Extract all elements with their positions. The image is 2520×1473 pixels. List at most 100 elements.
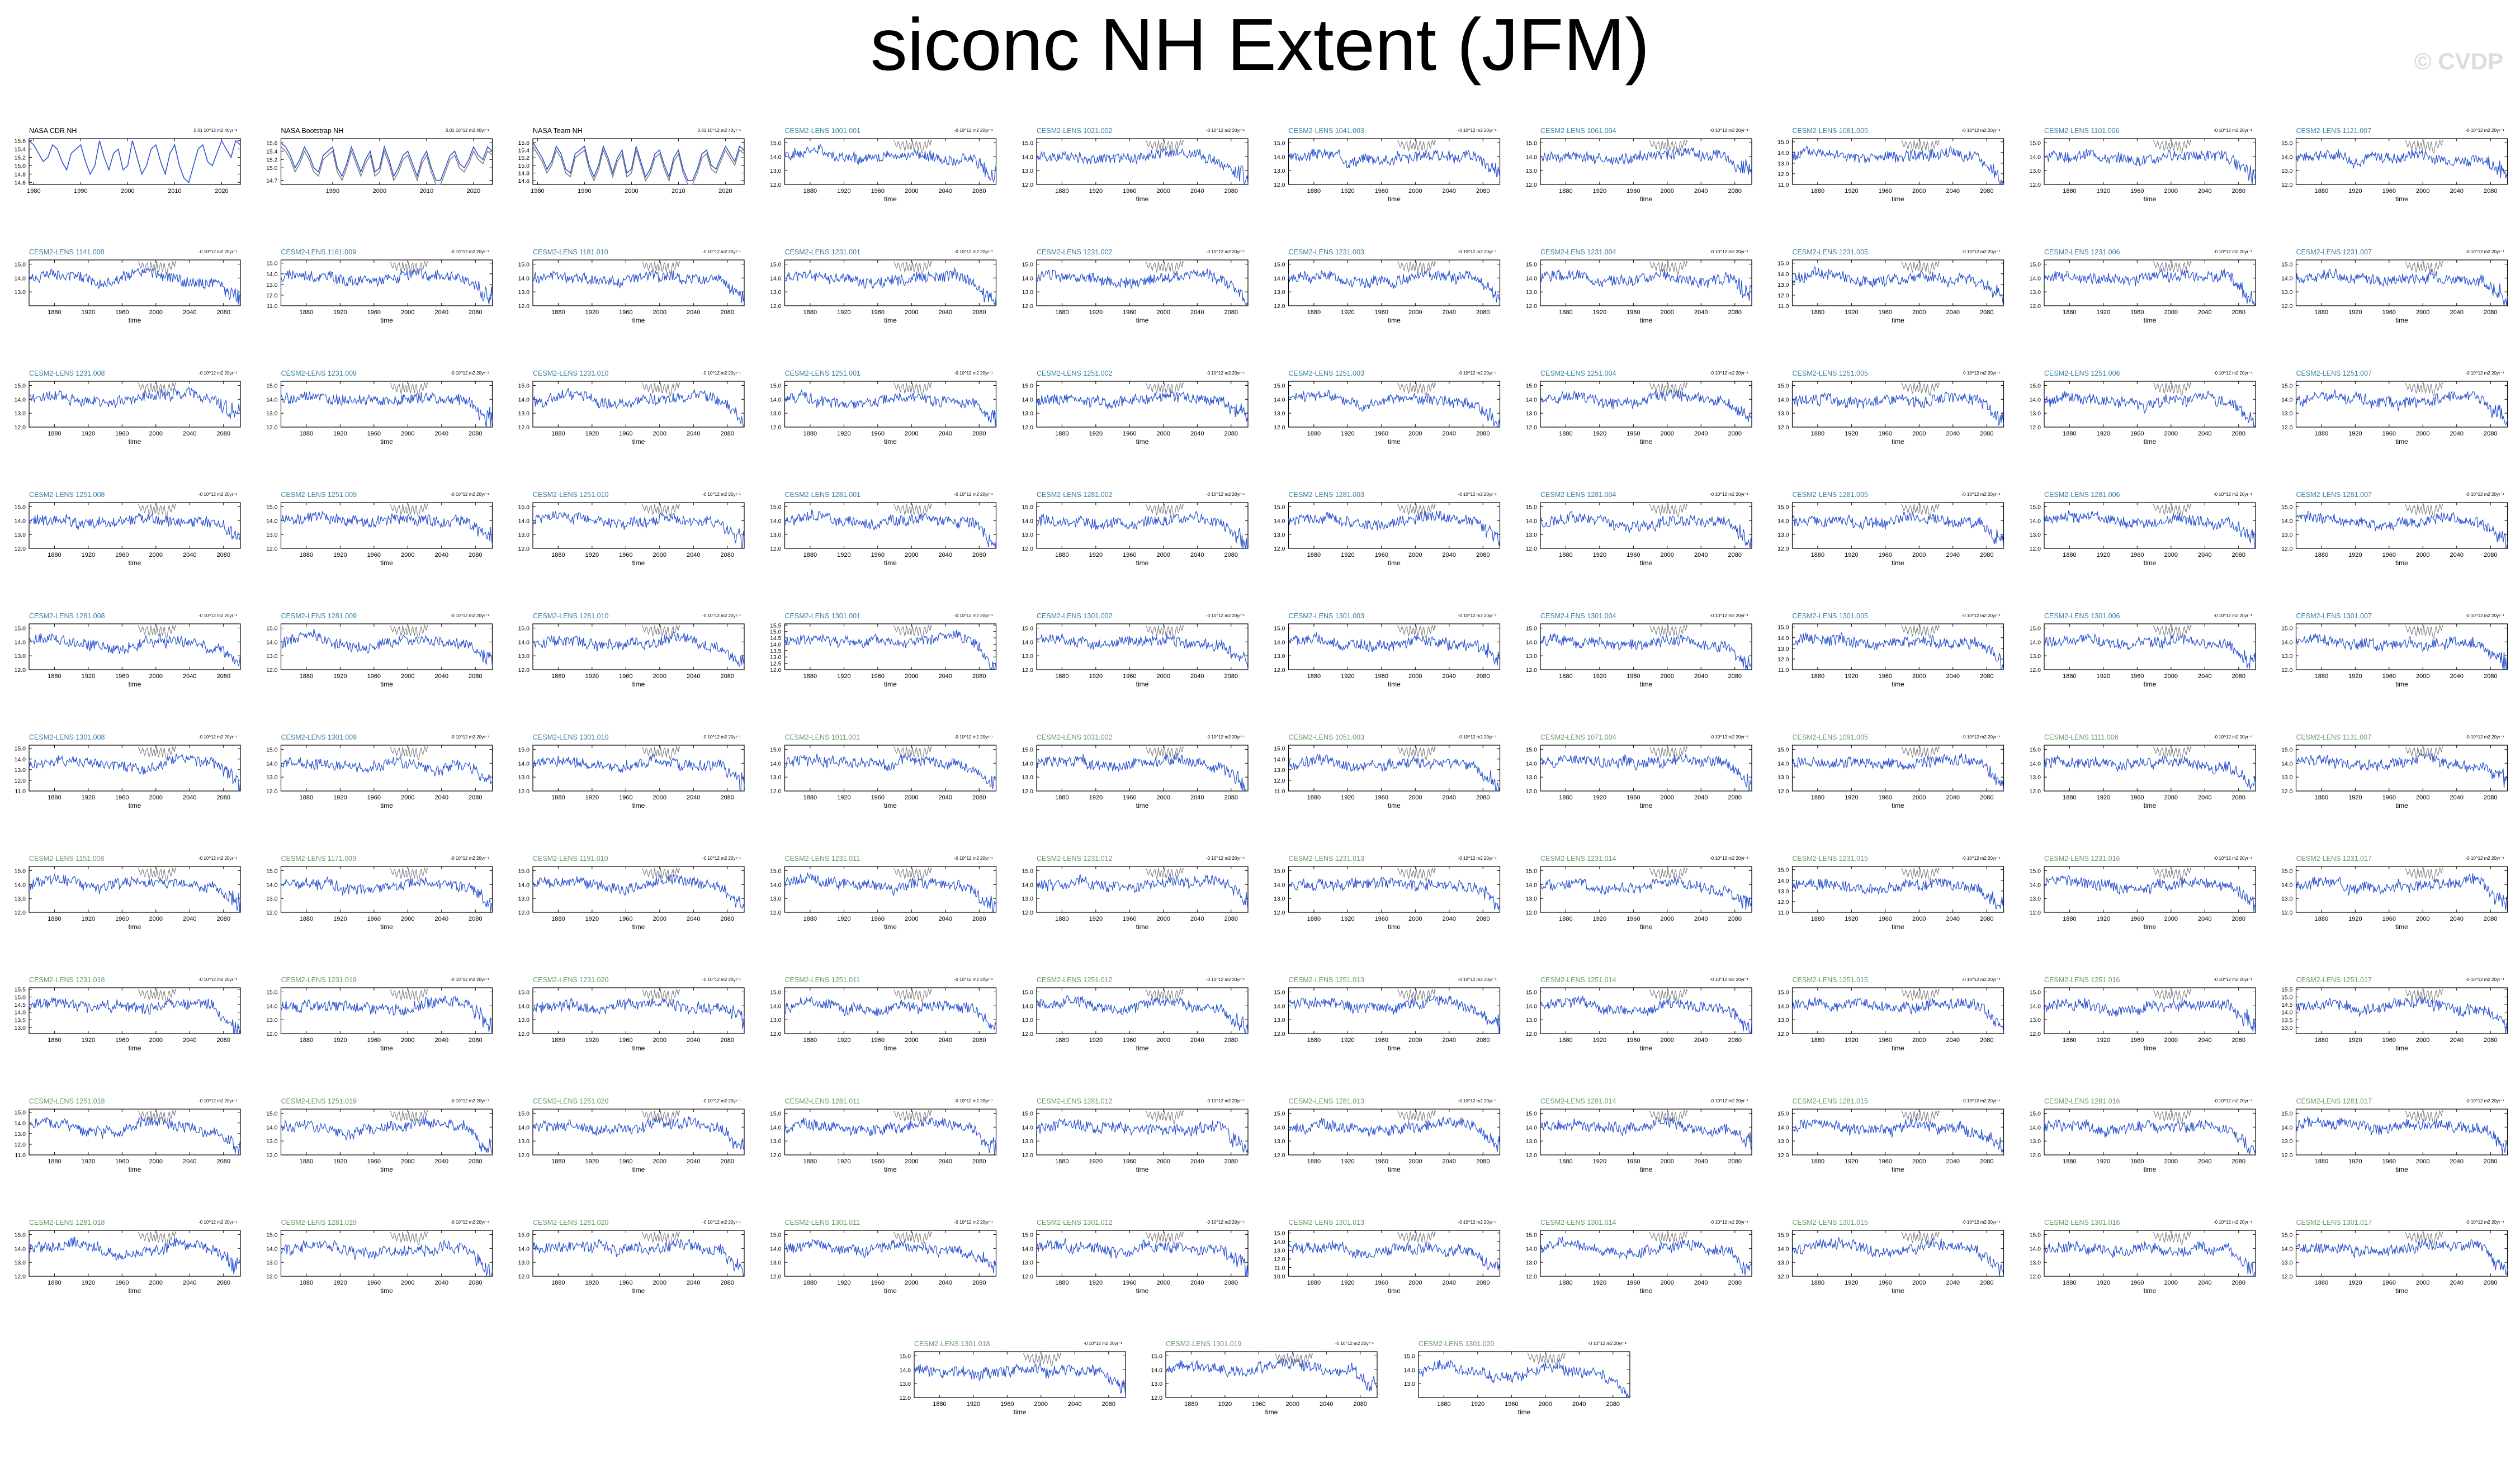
y-tick-label: 15.0	[266, 625, 278, 632]
x-tick-label: 1920	[82, 1037, 95, 1044]
x-tick-label: 1880	[1055, 188, 1068, 195]
y-tick-label: 15.0	[1274, 989, 1285, 996]
x-tick-label: 2080	[972, 673, 986, 680]
x-tick-label: 2000	[653, 1158, 666, 1165]
panel-32: CESM2-LENS 1251.010 -0 10^12 m2 20yr⁻¹188…	[518, 491, 745, 567]
x-tick-label: 2080	[721, 1158, 734, 1165]
y-tick-label: 15.0	[2281, 746, 2293, 753]
x-axis-label: time	[632, 923, 645, 931]
y-tick-label: 13.0	[770, 1017, 782, 1024]
x-tick-label: 1960	[1879, 794, 1892, 801]
panel-trend-label: -0 10^12 m2 20yr⁻¹	[2466, 977, 2504, 982]
x-tick-label: 2040	[1694, 188, 1708, 195]
x-tick-label: 1880	[803, 1158, 817, 1165]
x-tick-label: 2080	[1728, 794, 1742, 801]
y-tick-label: 13.0	[1022, 1017, 1034, 1024]
x-tick-label: 1960	[1879, 1280, 1892, 1286]
plot-frame	[2044, 259, 2256, 306]
x-tick-label: 1960	[619, 309, 632, 316]
y-tick-label: 12.0	[266, 667, 278, 674]
x-axis-label: time	[1640, 559, 1653, 567]
y-tick-label: 14.0	[518, 1124, 530, 1131]
x-tick-label: 2000	[905, 1280, 918, 1286]
panel-trend-label: -0 10^12 m2 20yr⁻¹	[2214, 856, 2252, 861]
y-tick-label: 11.0	[15, 788, 26, 795]
y-tick-label: 15.0	[1274, 625, 1285, 632]
x-axis-label: time	[1388, 1044, 1401, 1052]
y-tick-label: 12.0	[1777, 656, 1789, 663]
panel-trend-label: -0 10^12 m2 20yr⁻¹	[1710, 492, 1748, 497]
series-line	[29, 633, 241, 666]
x-tick-label: 2080	[1224, 552, 1238, 558]
obs-reference-line	[2153, 503, 2192, 518]
x-tick-label: 2000	[653, 673, 666, 680]
y-tick-label: 15.0	[1526, 140, 1538, 146]
x-tick-label: 2040	[2450, 1280, 2464, 1286]
plot-frame	[29, 745, 241, 792]
y-tick-label: 13.0	[1777, 646, 1789, 652]
x-tick-label: 1920	[1845, 1280, 1858, 1286]
x-axis-label: time	[632, 1287, 645, 1295]
x-tick-label: 2080	[1476, 188, 1490, 195]
series-line	[1791, 877, 2004, 910]
obs-reference-line	[1397, 624, 1436, 640]
y-tick-label: 13.0	[1526, 289, 1538, 296]
series-line	[1288, 995, 1501, 1034]
x-tick-label: 1920	[967, 1401, 980, 1408]
panel-title: CESM2-LENS 1231.006	[2044, 248, 2120, 256]
panel-43: CESM2-LENS 1301.001 -0 10^12 m2 20yr⁻¹188…	[770, 612, 997, 688]
y-tick-label: 14.0	[1274, 275, 1285, 282]
x-tick-label: 2080	[217, 1037, 230, 1044]
plot-frame	[532, 259, 745, 306]
series-line	[1288, 390, 1501, 428]
panel-trend-label: -0 10^12 m2 20yr⁻¹	[702, 1220, 741, 1225]
x-tick-label: 1920	[1089, 794, 1103, 801]
panel-73: CESM2-LENS 1251.011 -0 10^12 m2 20yr⁻¹188…	[770, 976, 997, 1052]
obs-reference-line	[138, 381, 177, 397]
panel-47: CESM2-LENS 1301.005 -0 10^12 m2 20yr⁻¹188…	[1777, 612, 2004, 688]
panel-trend-label: -0 10^12 m2 20yr⁻¹	[2466, 249, 2504, 254]
x-tick-label: 1920	[82, 673, 95, 680]
x-tick-label: 2040	[1443, 794, 1456, 801]
panel-title: CESM2-LENS 1251.013	[1289, 976, 1365, 984]
obs-reference-line	[641, 866, 680, 882]
panel-title: CESM2-LENS 1231.011	[785, 855, 861, 863]
y-tick-label: 14.0	[770, 154, 782, 160]
series-line	[29, 997, 241, 1034]
y-tick-label: 13.0	[2030, 1259, 2041, 1266]
plot-frame	[532, 502, 745, 549]
y-tick-label: 13.0	[15, 1259, 26, 1266]
y-tick-label: 15.0	[518, 163, 530, 169]
x-tick-label: 2040	[1694, 1037, 1708, 1044]
panel-trend-label: -0 10^12 m2 20yr⁻¹	[2466, 128, 2504, 133]
y-tick-label: 15.0	[2281, 994, 2293, 1001]
x-tick-label: 1880	[803, 552, 817, 558]
y-tick-label: 13.0	[1274, 289, 1285, 296]
panel-trend-label: -0 10^12 m2 20yr⁻¹	[702, 371, 741, 376]
panel-trend-label: -0 10^12 m2 20yr⁻¹	[1962, 977, 2001, 982]
y-tick-label: 14.8	[15, 171, 26, 178]
y-tick-label: 15.0	[518, 868, 530, 874]
x-tick-label: 2080	[1476, 309, 1490, 316]
series-line	[280, 757, 493, 784]
obs-reference-line	[1901, 1230, 1940, 1246]
x-tick-label: 2080	[1728, 1037, 1742, 1044]
x-tick-label: 2040	[435, 1280, 448, 1286]
y-tick-label: 15.0	[266, 1232, 278, 1238]
x-tick-label: 1960	[1879, 188, 1892, 195]
x-axis-label: time	[1136, 316, 1149, 324]
y-tick-label: 12.0	[1777, 1152, 1789, 1159]
y-tick-label: 15.0	[1526, 1110, 1538, 1117]
y-tick-label: 12.0	[1777, 899, 1789, 906]
x-tick-label: 1960	[115, 552, 129, 558]
y-tick-label: 14.0	[518, 518, 530, 524]
y-tick-label: 13.0	[15, 532, 26, 538]
y-tick-label: 12.0	[518, 303, 530, 310]
y-tick-label: 15.0	[1274, 382, 1285, 389]
panel-64: CESM2-LENS 1231.012 -0 10^12 m2 20yr⁻¹188…	[1022, 855, 1249, 931]
x-tick-label: 2000	[149, 430, 163, 437]
y-tick-label: 13.0	[2030, 653, 2041, 660]
panel-trend-label: -0 10^12 m2 20yr⁻¹	[198, 371, 237, 376]
x-axis-label: time	[1892, 1287, 1904, 1295]
panel-title: CESM2-LENS 1251.018	[29, 1097, 105, 1105]
